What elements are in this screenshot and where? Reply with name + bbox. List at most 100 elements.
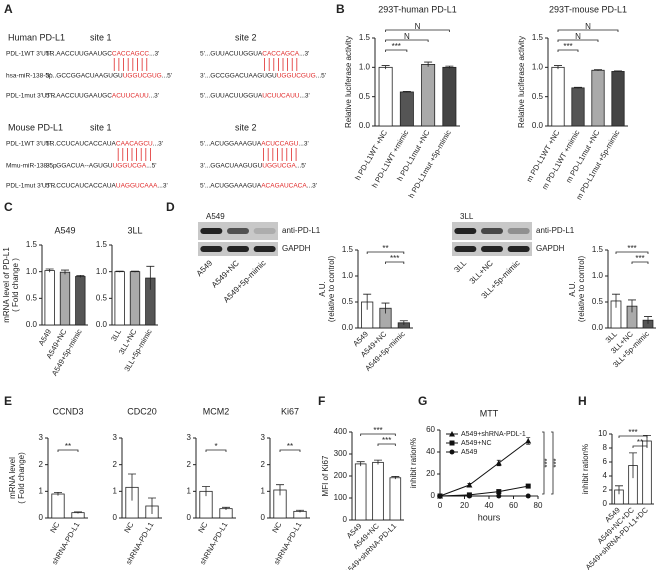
sequence-part: CACCAGCC	[112, 51, 150, 58]
y-tick-label: 1.0	[592, 271, 604, 280]
y-tick-label: 1	[39, 486, 44, 495]
antibody-label: GAPDH	[282, 244, 311, 253]
sequence-part: 3'...GCCGGACUAAGUGU	[46, 73, 123, 80]
blot-band	[200, 228, 223, 234]
significance-label: ***	[627, 244, 636, 253]
error-bar	[76, 275, 85, 278]
sequence-part: 5'...GUUACUUGGUA	[200, 51, 263, 58]
y-axis-label: MFI of Ki67	[321, 455, 330, 496]
error-bar	[424, 61, 433, 67]
y-axis-label: (relative to control)	[327, 256, 336, 323]
panel-label: B	[336, 2, 345, 16]
chart-title: A549	[54, 225, 75, 235]
significance-label: *	[214, 442, 217, 451]
antibody-label: GAPDH	[536, 244, 565, 253]
error-bar	[128, 473, 136, 501]
blot-band	[253, 228, 276, 234]
y-tick-label: 1.5	[592, 245, 604, 254]
panel-label: G	[418, 394, 427, 408]
error-bar	[54, 492, 62, 496]
bar	[354, 463, 367, 521]
panel-label: A	[4, 2, 13, 16]
y-tick-label: 0	[343, 515, 348, 524]
significance-label: **	[65, 442, 71, 451]
significance-label: ***	[552, 458, 561, 467]
y-tick-label: 0.0	[26, 320, 38, 329]
sequence-part: ...5'	[296, 163, 306, 170]
y-tick-label: 0.5	[96, 293, 108, 302]
sequence-part: ACUCCAGU	[261, 141, 299, 148]
sequence-part: ...3'	[298, 141, 308, 148]
y-tick-label: 0.0	[342, 323, 354, 332]
sequence-part: ...5'	[162, 73, 172, 80]
sequence-part: UGGUCGA	[262, 163, 296, 170]
bar	[378, 66, 393, 127]
chart-title: Ki67	[281, 406, 299, 416]
bar	[442, 66, 457, 127]
significance-bracket	[615, 251, 649, 254]
error-bar	[554, 65, 562, 70]
chart-title: CDC20	[127, 406, 157, 416]
row-label: hsa-miR-138-5p	[6, 73, 53, 80]
y-tick-label: 4	[603, 471, 608, 480]
y-tick-label: 1	[113, 486, 118, 495]
significance-bracket	[632, 445, 648, 448]
y-tick-label: 1.5	[342, 245, 354, 254]
significance-label: **	[637, 438, 643, 447]
series-line	[439, 485, 529, 497]
marker	[466, 493, 472, 499]
y-axis-label: Relative luciferase activity	[517, 36, 526, 128]
x-tick-label: 0	[438, 501, 443, 510]
y-axis-label: inhibit ration%	[581, 444, 590, 494]
y-axis-label: A.U.	[318, 281, 327, 297]
significance-label: ***	[563, 42, 572, 51]
antibody-label: anti-PD-L1	[536, 226, 575, 235]
sequence-part: ...3'	[157, 183, 167, 190]
sequence-part: 3'...GGACUAAGUGU	[200, 163, 263, 170]
sequence-part: ...3'	[149, 51, 159, 58]
sequence-part: ...3'	[307, 183, 317, 190]
marker	[525, 438, 532, 444]
y-tick-label: 2	[113, 460, 118, 469]
sequence-part: 5'...AACCUUGAAUGC	[46, 51, 112, 58]
y-tick-label: 1.5	[359, 33, 371, 42]
error-bar	[574, 86, 582, 89]
panel-label: E	[4, 394, 12, 408]
y-tick-label: 2	[39, 460, 44, 469]
blot-band	[454, 246, 477, 252]
significance-label: ***	[382, 436, 391, 445]
y-axis-label: (relative to control)	[577, 256, 586, 323]
y-axis-label: Relative luciferase activity	[344, 36, 353, 128]
sequence-part: UGGUCGUG	[277, 73, 316, 80]
y-axis-label: mRNA level of PD-L1	[2, 247, 11, 323]
y-tick-label: 6	[603, 457, 608, 466]
y-tick-label: 0	[39, 513, 44, 522]
error-bar	[276, 484, 284, 496]
significance-label: ***	[543, 458, 552, 467]
marker	[449, 440, 455, 446]
x-tick-label: NC	[48, 520, 62, 534]
significance-bracket	[360, 433, 396, 436]
legend-label: A549	[461, 449, 477, 456]
error-bar	[374, 459, 382, 465]
y-tick-label: 3	[113, 433, 118, 442]
bar	[51, 493, 65, 519]
blot-band	[507, 228, 530, 234]
y-tick-label: 60	[426, 425, 435, 434]
bar	[129, 271, 141, 326]
sequence-part: 3'...GCCGGACUAAGUGU	[200, 73, 277, 80]
significance-bracket	[385, 261, 405, 264]
y-tick-label: 40	[426, 447, 435, 456]
error-bar	[61, 269, 69, 275]
error-bar	[381, 65, 390, 70]
error-bar	[399, 320, 408, 325]
sequence-part: CACCAGCA	[262, 51, 300, 58]
significance-label: ***	[390, 254, 399, 263]
y-tick-label: 1.0	[532, 62, 544, 71]
sequence-part: ...3'	[299, 51, 309, 58]
bar	[372, 461, 384, 521]
row-label: PDL-1mut 3'UTR	[6, 93, 56, 100]
x-tick-label: 40	[485, 501, 494, 510]
sequence-part: ...3'	[149, 93, 159, 100]
y-tick-label: 3	[187, 433, 192, 442]
